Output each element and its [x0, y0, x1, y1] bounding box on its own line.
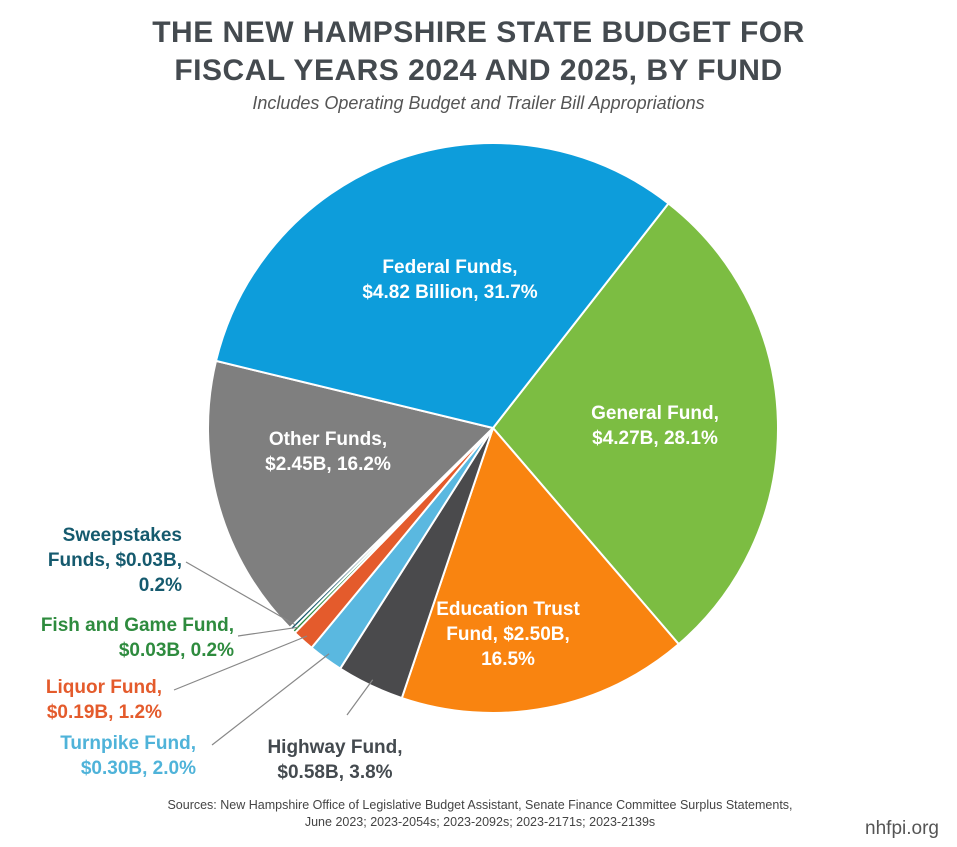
slice-label-liquor-line2: $0.19B, 1.2% [46, 702, 162, 723]
slice-label-liquor-line1: Liquor Fund, [45, 677, 162, 698]
slice-label-education-line3: 16.5% [481, 649, 535, 670]
slice-label-highway: Highway Fund, $0.58B, 3.8% [240, 735, 430, 785]
slice-label-fishgame-line2: $0.03B, 0.2% [118, 640, 234, 661]
slice-label-general-line1: General Fund, [591, 403, 719, 424]
sources-note: Sources: New Hampshire Office of Legisla… [60, 797, 900, 831]
leader-line-highway [346, 679, 374, 716]
pie-slice-education [400, 426, 681, 714]
slice-label-other-line1: Other Funds, [268, 429, 388, 450]
slice-label-sweepstakes-line3: 0.2% [138, 575, 182, 596]
slice-label-general-line2: $4.27B, 28.1% [592, 428, 718, 449]
chart-title-line2: FISCAL YEARS 2024 AND 2025, BY FUND [174, 54, 783, 87]
slice-label-turnpike-line2: $0.30B, 2.0% [80, 758, 196, 779]
slice-label-turnpike-line1: Turnpike Fund, [60, 733, 196, 754]
brand-url: nhfpi.org [865, 818, 939, 839]
slice-label-general: General Fund, $4.27B, 28.1% [540, 401, 770, 451]
slice-label-education-line1: Education Trust [436, 599, 580, 620]
chart-title: THE NEW HAMPSHIRE STATE BUDGET FOR FISCA… [0, 14, 957, 90]
chart-title-line1: THE NEW HAMPSHIRE STATE BUDGET FOR [152, 16, 805, 49]
leader-line-sweepstakes [185, 561, 296, 626]
pie-slice-other [207, 359, 495, 630]
leader-line-fishgame [237, 626, 298, 637]
slice-label-fishgame-line1: Fish and Game Fund, [40, 615, 234, 636]
slice-label-education: Education Trust Fund, $2.50B, 16.5% [408, 597, 608, 672]
slice-label-education-line2: Fund, $2.50B, [446, 624, 570, 645]
sources-line2: June 2023; 2023-2054s; 2023-2092s; 2023-… [304, 815, 656, 829]
pie-slices [207, 142, 779, 714]
slice-label-other-line2: $2.45B, 16.2% [265, 454, 391, 475]
slice-label-sweepstakes-line2: Funds, $0.03B, [47, 550, 182, 571]
chart-subtitle: Includes Operating Budget and Trailer Bi… [252, 93, 705, 113]
slice-label-sweepstakes: Sweepstakes Funds, $0.03B, 0.2% [10, 523, 182, 598]
sources-line1: Sources: New Hampshire Office of Legisla… [167, 798, 793, 812]
slice-label-federal-line1: Federal Funds, [382, 257, 518, 278]
slice-label-federal: Federal Funds, $4.82 Billion, 31.7% [320, 255, 580, 305]
pie-slice-general [491, 202, 779, 646]
slice-label-highway-line2: $0.58B, 3.8% [277, 762, 393, 783]
leader-line-turnpike [211, 653, 330, 746]
pie-slice-federal [214, 142, 670, 430]
slice-label-other: Other Funds, $2.45B, 16.2% [228, 427, 428, 477]
slice-label-turnpike: Turnpike Fund, $0.30B, 2.0% [20, 731, 196, 781]
slice-label-liquor: Liquor Fund, $0.19B, 1.2% [10, 675, 162, 725]
leader-line-liquor [173, 635, 308, 691]
slice-label-sweepstakes-line1: Sweepstakes [62, 525, 182, 546]
slice-label-fishgame: Fish and Game Fund, $0.03B, 0.2% [4, 613, 234, 663]
leader-lines [173, 561, 374, 746]
slice-label-highway-line1: Highway Fund, [267, 737, 403, 758]
slice-label-federal-line2: $4.82 Billion, 31.7% [362, 282, 538, 303]
